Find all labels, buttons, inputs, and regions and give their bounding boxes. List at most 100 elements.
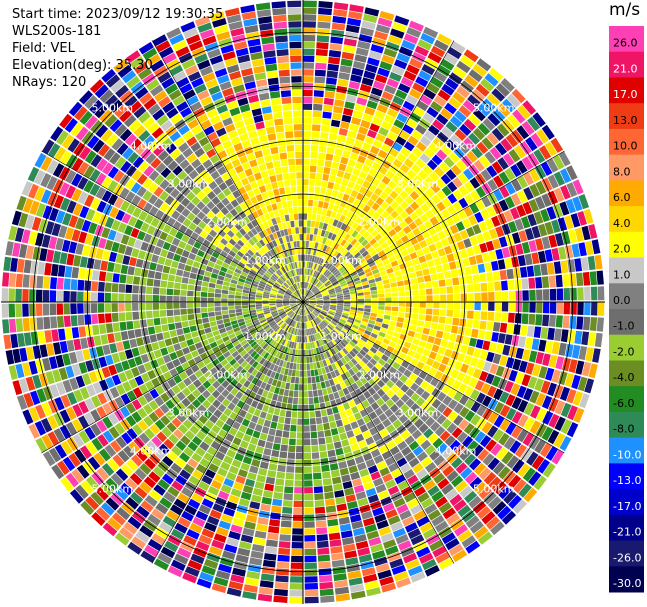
velocity-cell-329	[354, 161, 364, 170]
velocity-cell-1446	[560, 329, 569, 343]
velocity-cell-1130	[501, 247, 511, 258]
velocity-cell-4776	[202, 159, 213, 169]
velocity-cell-3870	[10, 333, 19, 349]
velocity-cell-1764	[326, 315, 333, 321]
velocity-cell-4722	[238, 219, 246, 228]
velocity-cell-4197	[184, 264, 192, 272]
velocity-cell-632	[376, 215, 385, 224]
velocity-cell-2834	[270, 421, 278, 429]
velocity-cell-1173	[497, 259, 506, 270]
velocity-cell-1246	[398, 291, 406, 297]
velocity-cell-3247	[139, 481, 152, 494]
velocity-cell-614	[484, 73, 499, 87]
velocity-cell-341	[384, 84, 397, 95]
velocity-cell-678	[390, 210, 399, 219]
velocity-cell-4492	[275, 280, 282, 286]
velocity-cell-1073	[414, 264, 422, 272]
velocity-cell-2222	[372, 432, 382, 442]
velocity-cell-803	[364, 253, 372, 261]
velocity-cell-1102	[316, 296, 323, 300]
velocity-cell-4809	[251, 219, 258, 228]
velocity-cell-4027	[139, 285, 146, 294]
velocity-cell-2077	[339, 350, 346, 357]
velocity-cell-3980	[159, 295, 166, 302]
velocity-cell-485	[306, 291, 311, 297]
velocity-cell-4535	[282, 284, 288, 289]
velocity-cell-1771	[366, 339, 374, 347]
velocity-cell-1895	[318, 315, 324, 320]
velocity-cell-3162	[147, 513, 161, 526]
velocity-cell-2678	[290, 562, 303, 570]
velocity-cell-1346	[481, 302, 488, 311]
velocity-cell-2188	[414, 486, 426, 497]
velocity-cell-4363	[254, 275, 262, 281]
velocity-cell-3729	[78, 362, 88, 374]
velocity-cell-3913	[15, 318, 24, 333]
velocity-cell-1245	[391, 292, 399, 297]
velocity-cell-1542	[316, 305, 323, 309]
velocity-cell-4699	[138, 111, 151, 124]
velocity-cell-711	[338, 265, 345, 272]
velocity-cell-3359	[218, 367, 227, 376]
velocity-cell-327	[349, 174, 358, 183]
velocity-cell-661	[307, 292, 313, 298]
velocity-cell-487	[314, 279, 319, 286]
velocity-cell-1646	[416, 346, 425, 355]
velocity-cell-635	[390, 200, 400, 210]
velocity-cell-29	[303, 96, 313, 104]
velocity-cell-657	[491, 88, 506, 102]
velocity-cell-3582	[184, 352, 193, 361]
velocity-cell-4405	[267, 280, 275, 285]
velocity-cell-3659	[251, 317, 259, 322]
velocity-cell-2912	[281, 353, 286, 361]
velocity-cell-4450	[263, 274, 270, 280]
velocity-cell-4378	[162, 224, 172, 234]
velocity-cell-401	[318, 265, 324, 273]
velocity-cell-512	[407, 135, 419, 146]
velocity-cell-986	[415, 249, 424, 257]
velocity-cell-4080	[78, 268, 86, 279]
velocity-cell-4806	[262, 237, 269, 245]
velocity-cell-4903	[241, 177, 250, 186]
velocity-cell-2704	[288, 438, 296, 446]
velocity-cell-452	[344, 225, 351, 233]
velocity-cell-1831	[453, 402, 464, 414]
velocity-cell-88	[303, 295, 304, 302]
velocity-cell-2196	[441, 532, 456, 545]
velocity-cell-117	[323, 97, 334, 106]
velocity-cell-3793	[235, 312, 243, 317]
velocity-cell-2832	[273, 408, 281, 416]
velocity-cell-1772	[372, 343, 380, 350]
velocity-cell-4130	[39, 248, 48, 262]
velocity-cell-1549	[361, 318, 369, 323]
velocity-cell-4011	[248, 296, 256, 300]
velocity-cell-4482	[79, 146, 92, 160]
velocity-cell-208	[348, 81, 361, 90]
velocity-cell-2634	[304, 562, 317, 570]
velocity-cell-2923	[254, 424, 263, 432]
velocity-cell-3736	[32, 374, 42, 389]
velocity-cell-2547	[332, 566, 346, 575]
velocity-cell-3484	[250, 329, 257, 336]
velocity-cell-1944	[342, 338, 349, 345]
velocity-cell-72	[313, 103, 323, 111]
velocity-cell-4122	[93, 259, 102, 270]
velocity-cell-3598	[84, 398, 96, 411]
velocity-cell-3834	[255, 306, 263, 310]
velocity-cell-3908	[50, 316, 58, 329]
velocity-cell-4847	[275, 253, 281, 261]
velocity-cell-2105	[453, 499, 467, 512]
velocity-cell-3353	[250, 341, 258, 348]
velocity-cell-3888	[187, 308, 194, 315]
velocity-cell-2085	[372, 392, 381, 401]
velocity-cell-454	[351, 213, 359, 222]
velocity-cell-2815	[242, 591, 257, 600]
velocity-cell-3673	[160, 347, 169, 356]
velocity-cell-1262	[507, 279, 515, 290]
velocity-cell-4305	[60, 197, 71, 211]
velocity-cell-1603	[425, 342, 433, 351]
velocity-cell-2166	[337, 359, 344, 367]
velocity-cell-1154	[370, 286, 377, 291]
velocity-cell-1957	[405, 398, 415, 408]
velocity-cell-989	[434, 240, 444, 250]
